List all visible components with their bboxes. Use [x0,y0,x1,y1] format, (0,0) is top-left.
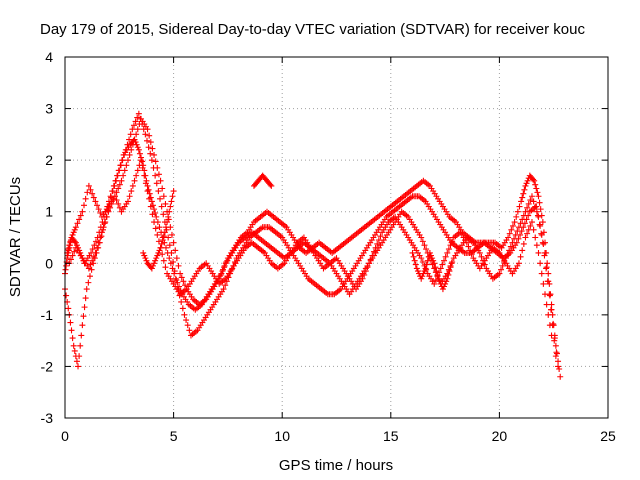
chart-title: Day 179 of 2015, Sidereal Day-to-day VTE… [40,21,585,38]
y-tick-label: 0 [45,255,53,271]
x-axis-label: GPS time / hours [279,457,393,474]
series-segment-6 [140,188,177,272]
data-marker-segment-5 [250,172,275,189]
x-tick-label: 5 [170,428,178,444]
y-tick-labels: -3 -2 -1 0 1 2 3 4 [41,49,54,426]
axis-ticks [64,56,609,419]
y-tick-label: 1 [45,204,53,220]
y-tick-label: -2 [41,358,54,374]
series-segment-5 [250,172,275,189]
y-tick-label: -1 [41,307,54,323]
series-segment-7 [409,249,455,293]
y-tick-label: 4 [45,49,53,65]
y-tick-label: 2 [45,152,53,168]
y-tick-label: -3 [41,410,54,426]
y-axis-label: SDTVAR / TECUs [7,177,24,297]
x-tick-label: 25 [600,428,616,444]
x-tick-label: 10 [274,428,290,444]
data-marker-segment-7 [409,249,455,293]
x-tick-label: 0 [61,428,69,444]
x-tick-label: 20 [492,428,508,444]
plot-frame [64,56,609,419]
y-tick-label: 3 [45,101,53,117]
x-tick-labels: 0 5 10 15 20 25 [61,428,616,444]
data-series [62,110,564,380]
data-marker-segment-6 [140,188,177,272]
x-tick-label: 15 [383,428,399,444]
